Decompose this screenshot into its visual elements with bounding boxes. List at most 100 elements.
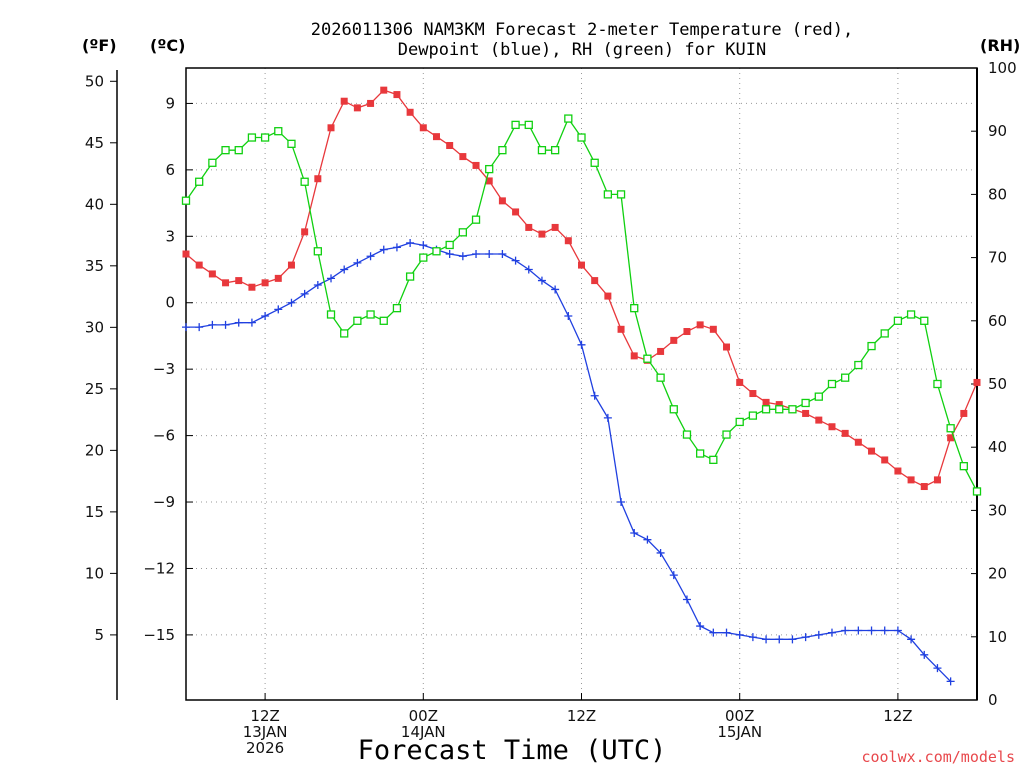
time-tick-label: 00Z — [725, 707, 754, 725]
temperature-point — [657, 347, 665, 355]
temperature-point — [828, 423, 836, 431]
rh-point — [682, 430, 692, 439]
rh-point — [933, 379, 942, 389]
series-line — [186, 242, 952, 682]
rh-point — [498, 146, 507, 155]
rh-tick-label: 30 — [988, 501, 1007, 519]
dewpoint-point — [551, 285, 560, 294]
rh-point — [247, 133, 257, 142]
celsius-tick-label: 9 — [165, 94, 175, 112]
dewpoint-point — [775, 635, 784, 644]
temperature-point — [670, 336, 678, 344]
dewpoint-point — [366, 252, 375, 261]
dewpoint-point — [182, 323, 190, 332]
dewpoint-point — [643, 535, 652, 544]
rh-point — [603, 190, 613, 199]
celsius-tick-label: −15 — [143, 626, 175, 644]
rh-tick-label: 40 — [988, 438, 1007, 456]
temperature-point — [195, 261, 203, 269]
rh-point — [405, 272, 415, 281]
rh-point — [445, 240, 454, 250]
dewpoint-point — [247, 318, 256, 327]
rh-point — [906, 310, 916, 319]
temperature-point — [380, 86, 388, 94]
rh-point — [577, 133, 586, 142]
temperature-point — [419, 124, 427, 132]
dewpoint-point — [709, 628, 718, 637]
temperature-point — [683, 328, 691, 336]
fahrenheit-tick-label: 50 — [85, 72, 104, 90]
dewpoint-point — [735, 630, 744, 639]
rh-point — [564, 114, 573, 123]
rh-tick-label: 80 — [988, 185, 1007, 203]
rh-point — [524, 120, 533, 130]
temperature-point — [182, 250, 190, 258]
dewpoint-point — [854, 626, 863, 635]
fahrenheit-axis: 50 45 40 35 30 25 20 15 10 5 — [85, 72, 117, 644]
temperature-point — [933, 476, 941, 484]
fahrenheit-tick-label: 5 — [94, 626, 104, 644]
time-tick-label: 00Z — [409, 707, 438, 725]
rh-point — [880, 329, 889, 338]
rh-point — [353, 316, 362, 325]
temperature-point — [248, 283, 256, 291]
rh-point — [893, 316, 903, 325]
dewpoint-point — [827, 628, 836, 637]
dewpoint-point — [788, 635, 797, 644]
rh-point — [300, 177, 309, 186]
dewpoint-point — [287, 298, 296, 307]
temperature-point — [393, 91, 401, 99]
temperature-point — [551, 223, 559, 231]
dewpoint-point — [392, 243, 401, 252]
dewpoint-point — [946, 677, 955, 686]
dewpoint-point — [841, 626, 850, 635]
time-tick-label: 2026 — [246, 739, 284, 757]
time-tick-label: 12Z — [883, 707, 912, 725]
celsius-tick-label: −9 — [153, 493, 175, 511]
dewpoint-point — [261, 312, 270, 321]
temperature-point — [459, 153, 467, 161]
rh-point — [814, 392, 823, 401]
celsius-unit-label: (ºC) — [150, 36, 185, 55]
temperature-point — [472, 161, 480, 169]
rh-point — [748, 411, 758, 420]
rh-point — [854, 360, 863, 370]
temperature-point — [235, 277, 243, 285]
fahrenheit-tick-label: 10 — [85, 564, 104, 582]
temperature-point — [881, 456, 889, 464]
dewpoint-point — [472, 250, 481, 259]
series-2 — [181, 114, 982, 496]
rh-point — [366, 310, 375, 319]
temperature-point — [367, 99, 375, 107]
dewpoint-point — [379, 245, 388, 254]
temperature-point — [287, 261, 295, 269]
dewpoint-point — [630, 529, 639, 538]
rh-point — [920, 316, 929, 325]
dewpoint-point — [603, 413, 612, 422]
dewpoint-point — [682, 595, 691, 604]
temperature-point — [604, 292, 612, 300]
rh-point — [340, 329, 349, 338]
dewpoint-point — [920, 650, 929, 659]
gridlines — [186, 68, 977, 700]
dewpoint-point — [722, 628, 731, 637]
rh-point — [537, 146, 547, 155]
temperature-point — [736, 378, 744, 386]
rh-point — [841, 373, 850, 382]
dewpoint-point — [300, 289, 309, 298]
rh-point — [313, 247, 322, 256]
rh-point — [735, 417, 744, 427]
dewpoint-point — [511, 256, 520, 265]
rh-point — [972, 487, 982, 496]
rh-point — [419, 253, 428, 262]
fahrenheit-tick-label: 20 — [85, 441, 104, 459]
dewpoint-point — [696, 622, 705, 631]
rh-point — [775, 405, 784, 414]
rh-point — [709, 455, 718, 464]
rh-tick-label: 0 — [988, 691, 998, 709]
dewpoint-point — [445, 250, 454, 259]
temperature-point — [920, 483, 928, 491]
rh-point — [432, 247, 441, 256]
